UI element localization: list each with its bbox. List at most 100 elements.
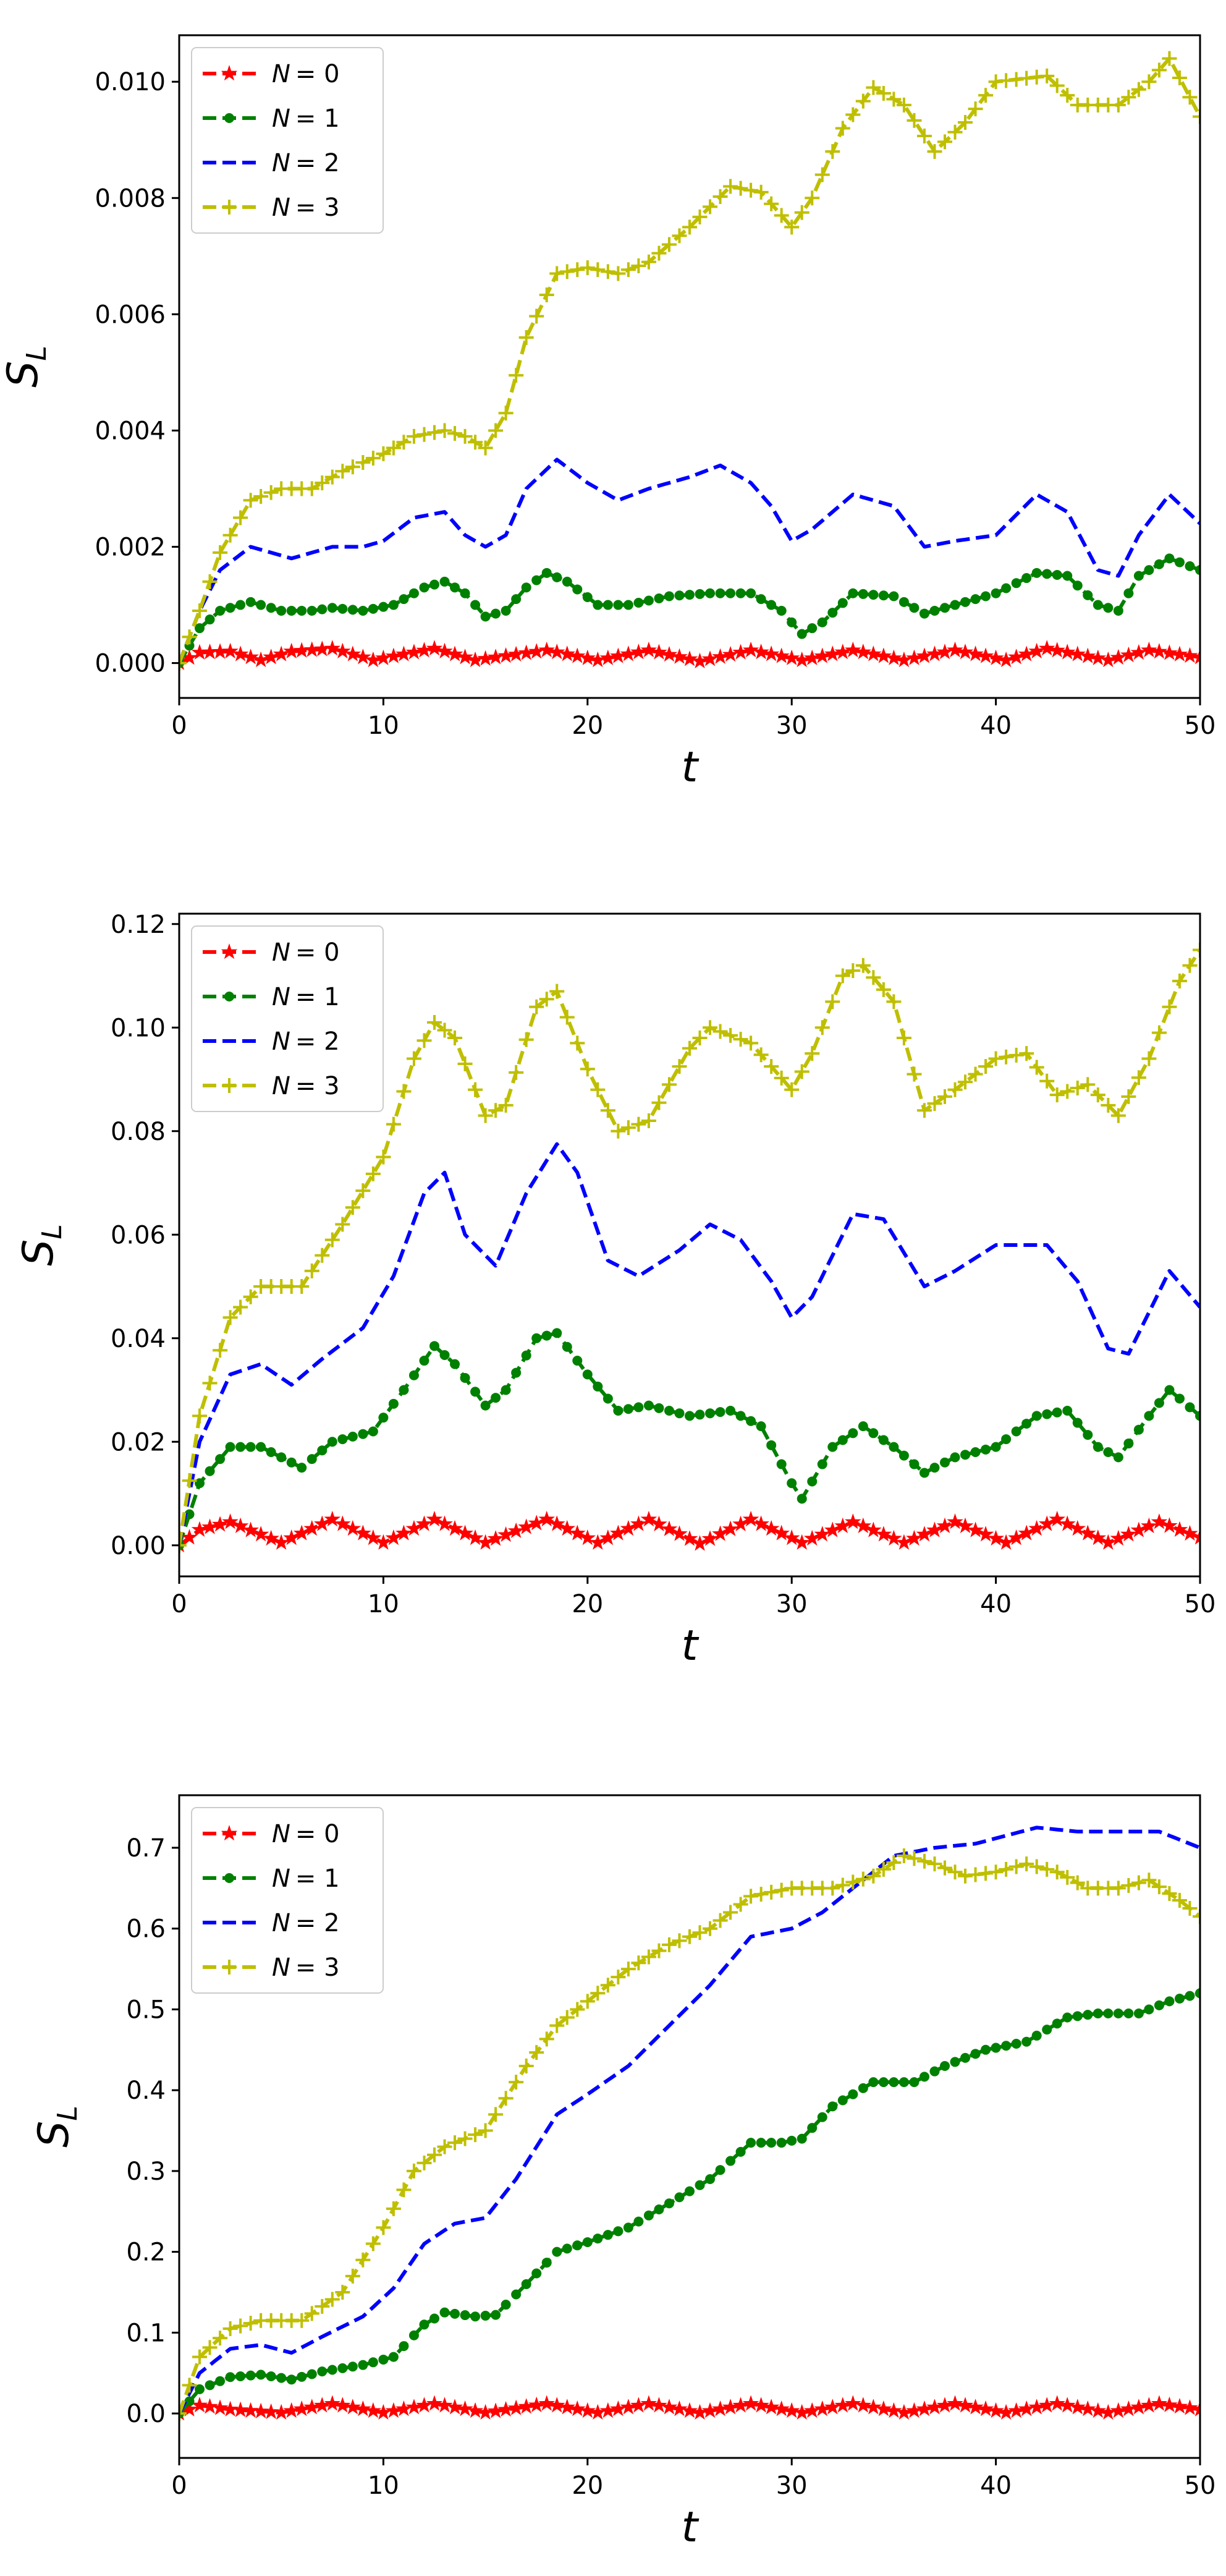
marker-65 xyxy=(837,2095,848,2106)
marker-81 xyxy=(999,1049,1014,1065)
marker-25 xyxy=(427,1014,442,1030)
marker-43 xyxy=(613,600,624,610)
marker-47 xyxy=(651,1943,667,1958)
marker-66 xyxy=(845,1874,861,1890)
marker-66 xyxy=(845,2395,861,2411)
y-tick-label: 0.06 xyxy=(111,1221,166,1249)
marker-58 xyxy=(764,196,779,211)
x-tick-label: 50 xyxy=(1185,1590,1216,1618)
marker-93 xyxy=(1120,1526,1137,1542)
marker-68 xyxy=(865,645,882,661)
marker-87 xyxy=(1059,2397,1076,2413)
marker-39 xyxy=(569,647,586,663)
marker-28 xyxy=(457,2400,473,2417)
marker-84 xyxy=(1029,1859,1044,1874)
marker-41 xyxy=(593,1381,603,1392)
marker-1 xyxy=(181,2400,198,2417)
y-tick-label: 0.004 xyxy=(95,417,166,445)
legend-label-var: N xyxy=(272,1027,290,1056)
marker-17 xyxy=(347,2361,358,2372)
marker-36 xyxy=(538,641,555,658)
marker-40 xyxy=(580,260,595,276)
x-tick-label: 10 xyxy=(368,2472,399,2500)
marker-83 xyxy=(1019,1856,1034,1872)
marker-92 xyxy=(1110,1881,1126,1896)
marker-92 xyxy=(1110,1108,1126,1123)
marker-32 xyxy=(497,647,514,663)
marker-94 xyxy=(1133,1424,1144,1435)
marker-15 xyxy=(327,2365,337,2375)
marker-47 xyxy=(654,1403,664,1413)
marker-64 xyxy=(825,144,840,159)
marker-32 xyxy=(501,1385,511,1395)
marker-78 xyxy=(967,645,984,661)
marker-33 xyxy=(507,645,525,662)
marker-21 xyxy=(388,2352,399,2362)
marker-21 xyxy=(385,647,402,663)
marker-75 xyxy=(936,2397,953,2413)
marker-2 xyxy=(192,603,208,618)
series-line-n3 xyxy=(179,948,1200,1546)
marker-71 xyxy=(896,1848,911,1864)
marker-38 xyxy=(559,2399,576,2415)
legend-frame xyxy=(191,1807,384,1994)
marker-47 xyxy=(654,593,664,603)
marker-4 xyxy=(211,1516,229,1532)
legend-label: N = 0 xyxy=(272,938,340,967)
marker-85 xyxy=(1038,2397,1055,2413)
marker-43 xyxy=(610,1524,627,1541)
marker-5 xyxy=(225,2372,235,2383)
marker-44 xyxy=(620,1962,636,1977)
x-tick-label: 20 xyxy=(572,1590,603,1618)
marker-35 xyxy=(529,2045,544,2060)
marker-16 xyxy=(335,1217,350,1232)
marker-0 xyxy=(179,655,187,671)
marker-77 xyxy=(957,2397,974,2413)
marker-25 xyxy=(426,2395,443,2411)
marker-32 xyxy=(501,605,511,616)
marker-57 xyxy=(753,2397,769,2413)
marker-48 xyxy=(661,646,678,662)
marker-64 xyxy=(824,2399,841,2415)
legend-entry-n0: N = 0 xyxy=(203,60,340,88)
marker-legend xyxy=(221,1825,238,1841)
marker-57 xyxy=(753,1515,769,1531)
marker-99 xyxy=(1182,1524,1198,1541)
marker-10 xyxy=(276,2373,287,2383)
marker-23 xyxy=(405,1520,423,1536)
x-tick-label: 40 xyxy=(980,712,1012,740)
marker-85 xyxy=(1039,1073,1055,1089)
marker-59 xyxy=(773,1524,790,1541)
marker-76 xyxy=(947,2395,963,2411)
marker-7 xyxy=(245,2370,256,2381)
marker-67 xyxy=(855,2397,872,2413)
marker-96 xyxy=(1151,1025,1167,1040)
marker-80 xyxy=(987,1529,1004,1546)
marker-15 xyxy=(324,1232,340,1248)
marker-92 xyxy=(1110,2402,1127,2418)
marker-20 xyxy=(376,2220,391,2235)
series-n2 xyxy=(179,1142,1200,1546)
marker-5 xyxy=(225,1442,235,1452)
legend-label-value: = 2 xyxy=(295,1027,340,1056)
marker-78 xyxy=(967,1521,984,1537)
marker-37 xyxy=(548,1515,565,1531)
marker-97 xyxy=(1162,51,1177,66)
legend-entry-n1: N = 1 xyxy=(203,983,340,1011)
marker-legend xyxy=(221,943,238,959)
marker-96 xyxy=(1151,1513,1168,1529)
marker-37 xyxy=(549,984,565,999)
marker-98 xyxy=(1171,2398,1188,2414)
marker-62 xyxy=(803,2402,821,2418)
marker-26 xyxy=(439,576,450,587)
marker-59 xyxy=(774,208,789,223)
x-tick-label: 20 xyxy=(572,2472,603,2500)
legend-label-var: N xyxy=(272,149,290,177)
marker-21 xyxy=(388,1398,399,1409)
marker-68 xyxy=(866,1868,881,1884)
x-tick-label: 0 xyxy=(171,2472,187,2500)
marker-57 xyxy=(756,2138,766,2148)
marker-55 xyxy=(733,181,748,196)
marker-25 xyxy=(429,1341,439,1351)
marker-93 xyxy=(1123,1439,1134,1449)
